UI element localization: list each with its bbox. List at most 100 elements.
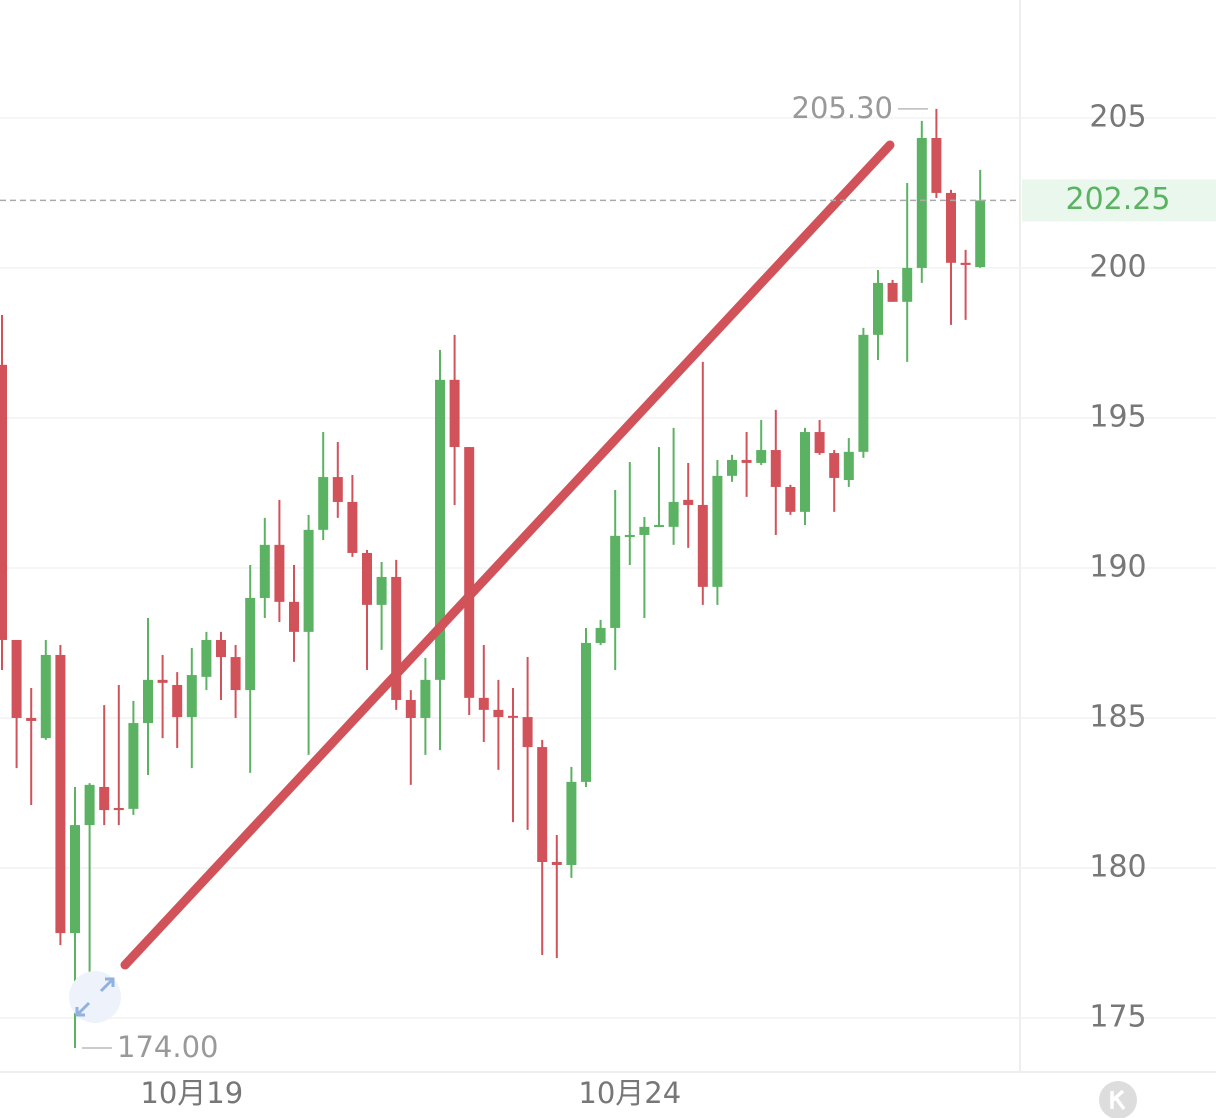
candle-body bbox=[624, 534, 635, 538]
y-tick-label: 205 bbox=[1089, 99, 1146, 134]
y-tick-label: 200 bbox=[1089, 249, 1146, 284]
candle bbox=[581, 627, 591, 787]
candle-body bbox=[887, 282, 898, 302]
candle-body bbox=[712, 475, 723, 587]
candle-body bbox=[347, 501, 358, 553]
candle-body bbox=[858, 334, 869, 452]
candle bbox=[756, 420, 767, 466]
candles bbox=[0, 108, 986, 1048]
candle bbox=[654, 447, 664, 528]
y-tick-label: 180 bbox=[1089, 849, 1146, 884]
candle-body bbox=[668, 501, 679, 527]
annotation-label: 205.30 bbox=[792, 91, 893, 125]
candle bbox=[449, 334, 460, 505]
candle bbox=[537, 739, 548, 955]
candle bbox=[770, 409, 781, 535]
expand-icon[interactable] bbox=[69, 971, 121, 1023]
candle bbox=[493, 679, 504, 770]
overlay: 175 180 185 190 195 200 205 10月19 10月24 202.25 205… bbox=[0, 91, 1216, 1110]
candle bbox=[785, 484, 796, 515]
candle bbox=[172, 672, 183, 748]
annotation-label: 174.00 bbox=[117, 1030, 218, 1064]
candle-body bbox=[551, 861, 562, 865]
candle bbox=[216, 631, 226, 700]
candle-body bbox=[785, 486, 796, 512]
candle-body bbox=[975, 200, 986, 268]
candle bbox=[289, 564, 299, 662]
candle bbox=[800, 427, 810, 526]
candle bbox=[99, 705, 110, 826]
candle-body bbox=[84, 784, 95, 826]
candle-body bbox=[449, 379, 460, 448]
candle bbox=[303, 514, 314, 755]
candle-body bbox=[960, 262, 971, 265]
last-price-label: 202.25 bbox=[1066, 182, 1171, 217]
candle-body bbox=[216, 639, 226, 658]
candle bbox=[522, 657, 533, 830]
candle-body bbox=[581, 642, 591, 782]
candle-body bbox=[566, 781, 577, 865]
candle-body bbox=[697, 504, 708, 587]
candle bbox=[391, 559, 402, 710]
trend-line-drawing bbox=[120, 140, 895, 970]
candle bbox=[405, 690, 416, 785]
candle-body bbox=[70, 825, 80, 934]
candle bbox=[362, 549, 372, 670]
candle-body bbox=[289, 601, 299, 632]
candle-body bbox=[362, 552, 372, 605]
candle bbox=[566, 766, 577, 878]
candle-body bbox=[522, 717, 533, 748]
candle-body bbox=[639, 526, 650, 535]
candle-body bbox=[902, 267, 913, 302]
candle bbox=[829, 450, 840, 512]
candle bbox=[435, 349, 445, 751]
candle-body bbox=[128, 723, 139, 809]
candle bbox=[697, 361, 708, 605]
y-tick-label: 185 bbox=[1089, 699, 1146, 734]
candle bbox=[245, 564, 256, 773]
candle-body bbox=[873, 282, 883, 335]
candle bbox=[40, 639, 51, 740]
candle-body bbox=[113, 807, 124, 811]
candle bbox=[873, 270, 883, 361]
candle bbox=[318, 432, 329, 541]
candle bbox=[201, 631, 212, 691]
k-button[interactable] bbox=[1099, 1081, 1137, 1118]
candle bbox=[843, 438, 854, 487]
candle bbox=[946, 189, 956, 325]
candle-body bbox=[0, 364, 7, 640]
x-tick-label: 10月24 bbox=[578, 1076, 681, 1110]
candle-body bbox=[186, 675, 197, 718]
candle bbox=[610, 489, 621, 670]
candle bbox=[858, 327, 869, 458]
candle-body bbox=[493, 709, 504, 718]
y-tick-label: 195 bbox=[1089, 399, 1146, 434]
candle bbox=[376, 561, 387, 650]
candle-body bbox=[727, 459, 737, 476]
candle bbox=[668, 427, 679, 545]
candle bbox=[887, 279, 898, 302]
candle-body bbox=[654, 525, 664, 528]
candle-body bbox=[230, 657, 241, 691]
candle-body bbox=[11, 639, 22, 718]
candle bbox=[624, 462, 635, 565]
candle bbox=[902, 183, 913, 362]
candle-body bbox=[537, 747, 548, 862]
candle-body bbox=[610, 535, 621, 628]
candle bbox=[186, 648, 197, 769]
candle bbox=[975, 169, 986, 268]
candle-body bbox=[478, 697, 489, 710]
candle-body bbox=[595, 627, 606, 643]
candle-body bbox=[843, 451, 854, 481]
candle-body bbox=[274, 544, 285, 602]
candle bbox=[960, 249, 971, 320]
candle bbox=[420, 657, 431, 755]
y-tick-label: 175 bbox=[1089, 999, 1146, 1034]
candle bbox=[508, 687, 518, 823]
candle-body bbox=[741, 459, 752, 463]
candle bbox=[551, 834, 562, 958]
candle bbox=[113, 684, 124, 826]
candle bbox=[464, 447, 475, 715]
candle-body bbox=[26, 717, 37, 721]
